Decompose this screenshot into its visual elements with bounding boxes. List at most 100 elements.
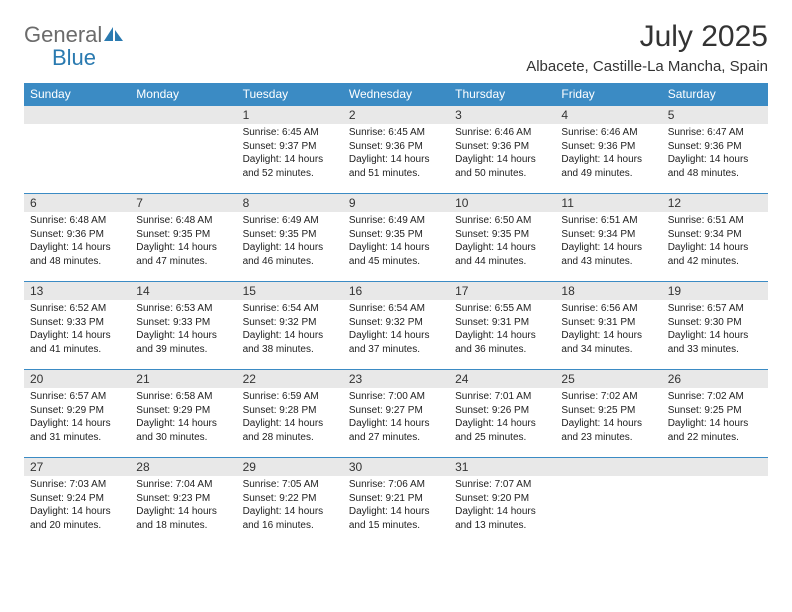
empty-day-number bbox=[130, 106, 236, 124]
day-cell: 6Sunrise: 6:48 AMSunset: 9:36 PMDaylight… bbox=[24, 194, 130, 282]
day-details: Sunrise: 7:02 AMSunset: 9:25 PMDaylight:… bbox=[662, 388, 768, 450]
day-number: 28 bbox=[130, 458, 236, 476]
day-number: 19 bbox=[662, 282, 768, 300]
week-row: 1Sunrise: 6:45 AMSunset: 9:37 PMDaylight… bbox=[24, 106, 768, 194]
day-details: Sunrise: 6:53 AMSunset: 9:33 PMDaylight:… bbox=[130, 300, 236, 362]
day-number: 4 bbox=[555, 106, 661, 124]
day-number: 1 bbox=[237, 106, 343, 124]
logo: General Blue bbox=[24, 24, 125, 70]
day-number: 2 bbox=[343, 106, 449, 124]
day-details: Sunrise: 6:57 AMSunset: 9:30 PMDaylight:… bbox=[662, 300, 768, 362]
logo-text-block: General Blue bbox=[24, 24, 125, 70]
day-number: 30 bbox=[343, 458, 449, 476]
day-details: Sunrise: 6:46 AMSunset: 9:36 PMDaylight:… bbox=[555, 124, 661, 186]
day-number: 8 bbox=[237, 194, 343, 212]
day-cell: 17Sunrise: 6:55 AMSunset: 9:31 PMDayligh… bbox=[449, 282, 555, 370]
day-cell: 28Sunrise: 7:04 AMSunset: 9:23 PMDayligh… bbox=[130, 458, 236, 546]
day-details: Sunrise: 6:54 AMSunset: 9:32 PMDaylight:… bbox=[237, 300, 343, 362]
day-details: Sunrise: 7:04 AMSunset: 9:23 PMDaylight:… bbox=[130, 476, 236, 538]
day-cell: 9Sunrise: 6:49 AMSunset: 9:35 PMDaylight… bbox=[343, 194, 449, 282]
week-row: 20Sunrise: 6:57 AMSunset: 9:29 PMDayligh… bbox=[24, 370, 768, 458]
day-number: 9 bbox=[343, 194, 449, 212]
day-cell: 4Sunrise: 6:46 AMSunset: 9:36 PMDaylight… bbox=[555, 106, 661, 194]
day-details: Sunrise: 6:56 AMSunset: 9:31 PMDaylight:… bbox=[555, 300, 661, 362]
day-number: 29 bbox=[237, 458, 343, 476]
day-number: 17 bbox=[449, 282, 555, 300]
day-number: 23 bbox=[343, 370, 449, 388]
day-details: Sunrise: 7:06 AMSunset: 9:21 PMDaylight:… bbox=[343, 476, 449, 538]
day-cell: 29Sunrise: 7:05 AMSunset: 9:22 PMDayligh… bbox=[237, 458, 343, 546]
day-number: 20 bbox=[24, 370, 130, 388]
day-details: Sunrise: 6:50 AMSunset: 9:35 PMDaylight:… bbox=[449, 212, 555, 274]
day-cell: 13Sunrise: 6:52 AMSunset: 9:33 PMDayligh… bbox=[24, 282, 130, 370]
empty-cell bbox=[662, 458, 768, 546]
day-number: 6 bbox=[24, 194, 130, 212]
day-details: Sunrise: 7:02 AMSunset: 9:25 PMDaylight:… bbox=[555, 388, 661, 450]
empty-cell bbox=[24, 106, 130, 194]
day-details: Sunrise: 6:45 AMSunset: 9:37 PMDaylight:… bbox=[237, 124, 343, 186]
day-header: Tuesday bbox=[237, 83, 343, 106]
day-details: Sunrise: 6:49 AMSunset: 9:35 PMDaylight:… bbox=[343, 212, 449, 274]
day-number: 22 bbox=[237, 370, 343, 388]
day-number: 11 bbox=[555, 194, 661, 212]
week-row: 27Sunrise: 7:03 AMSunset: 9:24 PMDayligh… bbox=[24, 458, 768, 546]
day-header: Wednesday bbox=[343, 83, 449, 106]
day-cell: 18Sunrise: 6:56 AMSunset: 9:31 PMDayligh… bbox=[555, 282, 661, 370]
day-cell: 10Sunrise: 6:50 AMSunset: 9:35 PMDayligh… bbox=[449, 194, 555, 282]
day-number: 16 bbox=[343, 282, 449, 300]
day-header: Friday bbox=[555, 83, 661, 106]
day-header: Sunday bbox=[24, 83, 130, 106]
day-details: Sunrise: 7:01 AMSunset: 9:26 PMDaylight:… bbox=[449, 388, 555, 450]
empty-cell bbox=[130, 106, 236, 194]
day-details: Sunrise: 6:51 AMSunset: 9:34 PMDaylight:… bbox=[662, 212, 768, 274]
day-number: 21 bbox=[130, 370, 236, 388]
day-details: Sunrise: 6:46 AMSunset: 9:36 PMDaylight:… bbox=[449, 124, 555, 186]
day-details: Sunrise: 6:57 AMSunset: 9:29 PMDaylight:… bbox=[24, 388, 130, 450]
day-number: 13 bbox=[24, 282, 130, 300]
day-number: 25 bbox=[555, 370, 661, 388]
day-cell: 14Sunrise: 6:53 AMSunset: 9:33 PMDayligh… bbox=[130, 282, 236, 370]
day-header: Thursday bbox=[449, 83, 555, 106]
day-cell: 23Sunrise: 7:00 AMSunset: 9:27 PMDayligh… bbox=[343, 370, 449, 458]
logo-text-1: General bbox=[24, 22, 102, 47]
day-details: Sunrise: 7:03 AMSunset: 9:24 PMDaylight:… bbox=[24, 476, 130, 538]
day-details: Sunrise: 6:48 AMSunset: 9:36 PMDaylight:… bbox=[24, 212, 130, 274]
day-header: Monday bbox=[130, 83, 236, 106]
day-number: 26 bbox=[662, 370, 768, 388]
day-number: 3 bbox=[449, 106, 555, 124]
day-number: 15 bbox=[237, 282, 343, 300]
day-cell: 5Sunrise: 6:47 AMSunset: 9:36 PMDaylight… bbox=[662, 106, 768, 194]
day-cell: 19Sunrise: 6:57 AMSunset: 9:30 PMDayligh… bbox=[662, 282, 768, 370]
day-cell: 7Sunrise: 6:48 AMSunset: 9:35 PMDaylight… bbox=[130, 194, 236, 282]
day-details: Sunrise: 7:05 AMSunset: 9:22 PMDaylight:… bbox=[237, 476, 343, 538]
empty-day-number bbox=[662, 458, 768, 476]
day-number: 7 bbox=[130, 194, 236, 212]
day-cell: 25Sunrise: 7:02 AMSunset: 9:25 PMDayligh… bbox=[555, 370, 661, 458]
location: Albacete, Castille-La Mancha, Spain bbox=[526, 58, 768, 75]
day-details: Sunrise: 6:45 AMSunset: 9:36 PMDaylight:… bbox=[343, 124, 449, 186]
day-cell: 8Sunrise: 6:49 AMSunset: 9:35 PMDaylight… bbox=[237, 194, 343, 282]
month-title: July 2025 bbox=[526, 20, 768, 54]
day-cell: 21Sunrise: 6:58 AMSunset: 9:29 PMDayligh… bbox=[130, 370, 236, 458]
logo-text-2: Blue bbox=[52, 45, 96, 70]
day-number: 12 bbox=[662, 194, 768, 212]
day-details: Sunrise: 6:49 AMSunset: 9:35 PMDaylight:… bbox=[237, 212, 343, 274]
title-block: July 2025 Albacete, Castille-La Mancha, … bbox=[526, 20, 768, 75]
day-cell: 12Sunrise: 6:51 AMSunset: 9:34 PMDayligh… bbox=[662, 194, 768, 282]
day-cell: 31Sunrise: 7:07 AMSunset: 9:20 PMDayligh… bbox=[449, 458, 555, 546]
day-details: Sunrise: 6:54 AMSunset: 9:32 PMDaylight:… bbox=[343, 300, 449, 362]
logo-sail-icon bbox=[103, 26, 125, 47]
day-cell: 3Sunrise: 6:46 AMSunset: 9:36 PMDaylight… bbox=[449, 106, 555, 194]
day-cell: 24Sunrise: 7:01 AMSunset: 9:26 PMDayligh… bbox=[449, 370, 555, 458]
day-details: Sunrise: 7:07 AMSunset: 9:20 PMDaylight:… bbox=[449, 476, 555, 538]
day-details: Sunrise: 6:55 AMSunset: 9:31 PMDaylight:… bbox=[449, 300, 555, 362]
day-number: 5 bbox=[662, 106, 768, 124]
day-number: 10 bbox=[449, 194, 555, 212]
empty-day-number bbox=[555, 458, 661, 476]
day-details: Sunrise: 6:59 AMSunset: 9:28 PMDaylight:… bbox=[237, 388, 343, 450]
calendar-body: 1Sunrise: 6:45 AMSunset: 9:37 PMDaylight… bbox=[24, 106, 768, 546]
day-details: Sunrise: 6:47 AMSunset: 9:36 PMDaylight:… bbox=[662, 124, 768, 186]
empty-day-number bbox=[24, 106, 130, 124]
day-cell: 16Sunrise: 6:54 AMSunset: 9:32 PMDayligh… bbox=[343, 282, 449, 370]
calendar-page: General Blue July 2025 Albacete, Castill… bbox=[0, 0, 792, 566]
